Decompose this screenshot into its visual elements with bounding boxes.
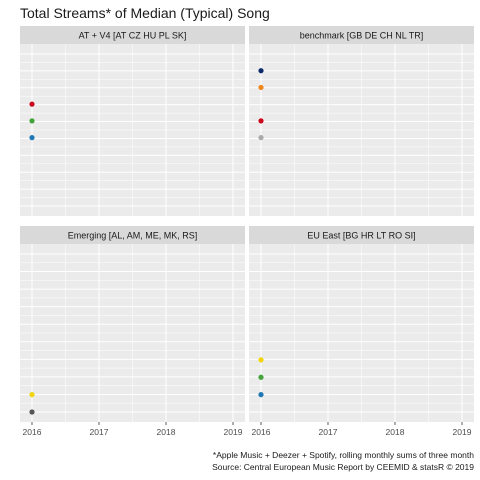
caption-footnote: *Apple Music + Deezer + Spotify, rolling… — [213, 450, 474, 460]
facet-panel: AT + V4 [AT CZ HU PL SK] — [20, 26, 245, 216]
x-tick-label: 2018 — [386, 427, 405, 437]
data-point — [258, 357, 264, 363]
x-tick-label: 2019 — [453, 427, 472, 437]
data-point — [258, 118, 264, 124]
facet-strip-label: AT + V4 [AT CZ HU PL SK] — [79, 31, 187, 41]
facet-panel: Emerging [AL, AM, ME, MK, RS] — [20, 226, 245, 422]
data-point — [258, 68, 264, 74]
facet-strip-label: Emerging [AL, AM, ME, MK, RS] — [68, 231, 198, 241]
data-point — [258, 84, 264, 91]
chart-title: Total Streams* of Median (Typical) Song — [20, 5, 270, 21]
facet-strip — [249, 226, 474, 244]
caption-source: Source: Central European Music Report by… — [212, 462, 474, 472]
facet-strip-label: benchmark [GB DE CH NL TR] — [300, 31, 424, 41]
x-tick-label: 2019 — [224, 427, 243, 437]
x-axes: 2016 2017 2018 2019 2016 2017 2018 2019 — [23, 422, 472, 437]
data-point — [29, 101, 35, 107]
facet-panels: AT + V4 [AT CZ HU PL SK] benchmark [GB DE… — [20, 26, 474, 422]
facet-strip — [249, 26, 474, 44]
facet-panel: EU East [BG HR LT RO SI] — [249, 226, 474, 422]
facet-panel: benchmark [GB DE CH NL TR] — [249, 26, 474, 216]
facet-strip-label: EU East [BG HR LT RO SI] — [307, 231, 415, 241]
data-point — [258, 135, 264, 141]
x-tick-label: 2017 — [90, 427, 109, 437]
data-point — [29, 135, 35, 141]
x-tick-label: 2016 — [23, 427, 42, 437]
data-point — [29, 409, 35, 415]
facet-strip — [20, 26, 245, 44]
facet-strip — [20, 226, 245, 244]
data-point — [29, 392, 35, 398]
x-tick-label: 2017 — [319, 427, 338, 437]
data-point — [29, 118, 35, 124]
x-tick-label: 2018 — [157, 427, 176, 437]
data-point — [258, 392, 264, 398]
data-point — [258, 374, 264, 380]
x-tick-label: 2016 — [252, 427, 271, 437]
